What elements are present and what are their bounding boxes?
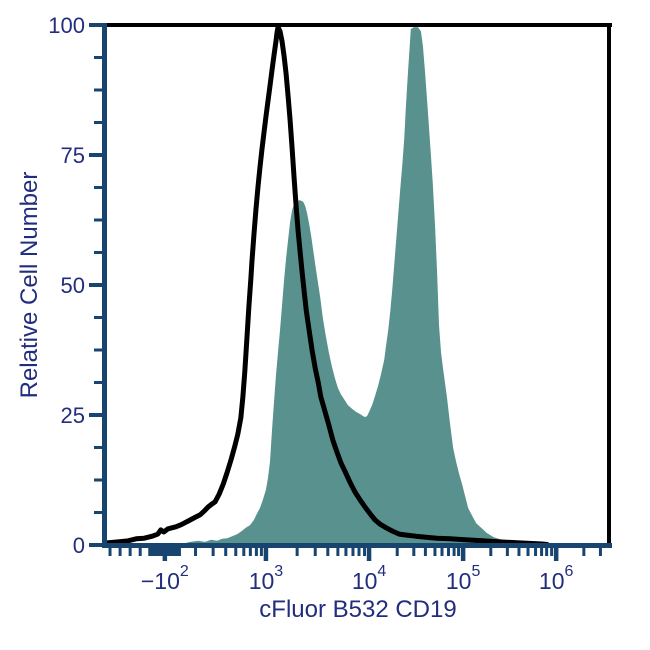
y-axis-title: Relative Cell Number: [16, 171, 43, 399]
svg-text:0: 0: [73, 533, 85, 558]
teal-filled-histogram: [150, 27, 559, 546]
svg-text:104: 104: [352, 563, 387, 594]
svg-text:106: 106: [539, 563, 574, 594]
svg-text:50: 50: [61, 273, 85, 298]
svg-text:−102: −102: [141, 563, 189, 594]
svg-text:103: 103: [249, 563, 284, 594]
black-open-histogram: [104, 24, 550, 547]
x-axis-ticks: [108, 548, 602, 561]
plot-frame: [102, 23, 612, 548]
axes-lines: [102, 23, 612, 548]
svg-text:75: 75: [61, 143, 85, 168]
svg-text:25: 25: [61, 403, 85, 428]
svg-text:100: 100: [48, 13, 85, 38]
svg-text:105: 105: [446, 563, 481, 594]
x-tick-labels: −102 103 104 105 106: [141, 563, 574, 594]
x-axis-title: cFluor B532 CD19: [259, 596, 457, 623]
y-axis-ticks: [89, 23, 102, 547]
y-tick-labels: 0 25 50 75 100: [48, 13, 85, 558]
